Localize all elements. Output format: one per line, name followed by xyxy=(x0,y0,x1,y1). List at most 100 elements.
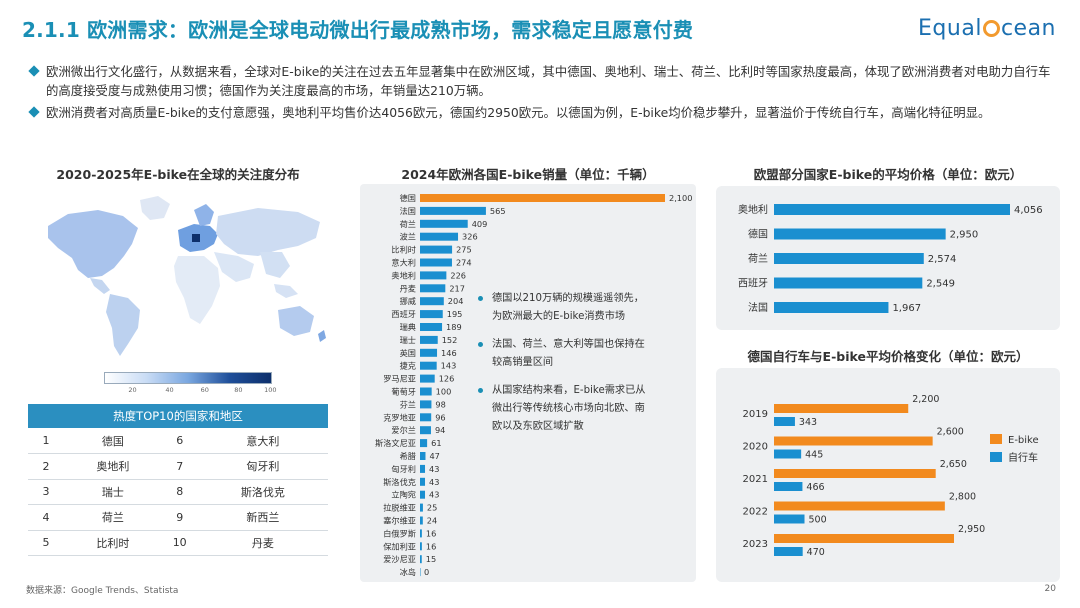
country-cell: 荷兰 xyxy=(64,504,162,531)
bar xyxy=(774,228,946,240)
value-label: 94 xyxy=(435,425,445,435)
category-label: 瑞士 xyxy=(400,335,416,345)
value-label: 146 xyxy=(441,348,457,358)
bar xyxy=(420,271,447,280)
rank-cell: 7 xyxy=(161,453,198,480)
equalocean-logo: Equal cean xyxy=(918,16,1056,41)
heat-legend-bar xyxy=(104,372,272,384)
rank-cell: 2 xyxy=(28,453,64,480)
country-cell: 意大利 xyxy=(197,428,328,454)
category-label: 波兰 xyxy=(400,232,416,242)
bar xyxy=(774,482,803,491)
bar xyxy=(774,449,802,459)
value-label: 25 xyxy=(427,503,437,513)
legend-swatch xyxy=(990,434,1002,444)
category-label: 2019 xyxy=(743,409,768,420)
bar xyxy=(774,302,889,313)
category-label: 葡萄牙 xyxy=(391,387,416,397)
rank-cell: 8 xyxy=(161,479,198,505)
country-cell: 斯洛伐克 xyxy=(197,479,328,505)
bar xyxy=(420,245,453,254)
bar xyxy=(420,323,443,331)
value-label: 2,950 xyxy=(950,230,979,241)
value-label: 152 xyxy=(442,335,458,345)
category-label: 法国 xyxy=(748,301,768,314)
rank-cell: 10 xyxy=(161,530,198,556)
country-cell: 比利时 xyxy=(64,530,162,556)
page-number: 20 xyxy=(1044,584,1056,594)
value-label: 96 xyxy=(435,412,445,422)
page-title: 2.1.1 欧洲需求：欧洲是全球电动微出行最成熟市场，需求稳定且愿意付费 xyxy=(22,18,694,42)
rank-cell: 5 xyxy=(28,530,64,556)
source-note: 数据来源：Google Trends、Statista xyxy=(26,586,179,596)
dot-bullet-icon xyxy=(478,296,483,301)
bar xyxy=(420,310,443,319)
rank-cell: 3 xyxy=(28,479,64,505)
table-row: 1 德国 6 意大利 xyxy=(28,428,328,454)
bar xyxy=(774,534,954,543)
category-label: 2020 xyxy=(743,442,768,453)
diamond-bullet-icon xyxy=(28,65,40,77)
bar xyxy=(774,469,936,478)
category-label: 2021 xyxy=(743,474,768,485)
rank-cell: 9 xyxy=(161,504,198,531)
bar xyxy=(420,477,426,486)
bar xyxy=(774,436,933,446)
category-label: 克罗地亚 xyxy=(383,412,416,422)
bar xyxy=(420,219,468,228)
value-label: 189 xyxy=(446,322,462,332)
sales-chart-title: 2024年欧洲各国E-bike销量（单位：千辆） xyxy=(401,167,655,182)
category-label: 奥地利 xyxy=(738,203,768,216)
sales-bar-chart: 德国 2,100 法国 565 荷兰 409 波兰 326 比利时 275 意大利 274 奥地利 226… xyxy=(375,193,692,577)
value-label: 43 xyxy=(429,464,439,474)
price-chart-title: 欧盟部分国家E-bike的平均价格（单位：欧元） xyxy=(753,167,1023,182)
rank-cell: 6 xyxy=(161,428,198,454)
sales-notes: 德国以210万辆的规模遥遥领先，为欧洲最大的E-bike消费市场 法国、荷兰、意… xyxy=(478,290,653,446)
category-label: 瑞典 xyxy=(400,322,416,332)
value-label: 343 xyxy=(799,417,817,428)
bar xyxy=(420,400,432,409)
country-cell: 奥地利 xyxy=(64,453,162,480)
bar xyxy=(420,555,422,564)
sales-chart-bg xyxy=(360,184,696,582)
category-label: 比利时 xyxy=(391,245,416,255)
category-label: 奥地利 xyxy=(391,270,416,280)
value-label: 100 xyxy=(436,387,452,397)
value-label: 500 xyxy=(809,515,827,526)
country-cell: 新西兰 xyxy=(197,504,328,531)
value-label: 43 xyxy=(429,477,439,487)
value-label: 2,200 xyxy=(912,394,939,405)
top10-table: 热度TOP10的国家和地区 1 德国 6 意大利 2 奥地利 7 匈牙利 3 瑞… xyxy=(28,404,328,556)
bar xyxy=(420,361,437,370)
category-label: 斯洛伐克 xyxy=(383,477,416,487)
value-label: 470 xyxy=(807,547,825,558)
category-label: 荷兰 xyxy=(748,252,768,265)
legend-tick: 20 xyxy=(128,386,137,394)
category-label: 西班牙 xyxy=(391,309,416,319)
table-row: 3 瑞士 8 斯洛伐克 xyxy=(28,479,328,505)
bar xyxy=(420,529,422,538)
bar xyxy=(420,194,665,202)
bar xyxy=(420,258,452,267)
bar xyxy=(420,439,428,448)
value-label: 226 xyxy=(450,270,466,280)
category-label: 爱尔兰 xyxy=(391,425,416,435)
value-label: 2,574 xyxy=(928,254,957,265)
value-label: 409 xyxy=(472,219,488,229)
category-label: 意大利 xyxy=(391,258,416,268)
bar xyxy=(774,404,909,413)
category-label: 拉脱维亚 xyxy=(383,503,416,513)
category-label: 罗马尼亚 xyxy=(383,374,416,384)
value-label: 275 xyxy=(456,245,472,255)
note-item: 德国以210万辆的规模遥遥领先，为欧洲最大的E-bike消费市场 xyxy=(478,290,653,326)
bar xyxy=(420,413,432,422)
category-label: 立陶宛 xyxy=(391,490,416,500)
value-label: 16 xyxy=(426,528,436,538)
category-label: 德国 xyxy=(748,228,768,241)
top10-header: 热度TOP10的国家和地区 xyxy=(28,404,328,428)
bar xyxy=(420,542,422,551)
value-label: 143 xyxy=(441,361,457,371)
value-label: 0 xyxy=(424,567,429,577)
bar xyxy=(774,547,803,556)
value-label: 16 xyxy=(426,541,436,551)
